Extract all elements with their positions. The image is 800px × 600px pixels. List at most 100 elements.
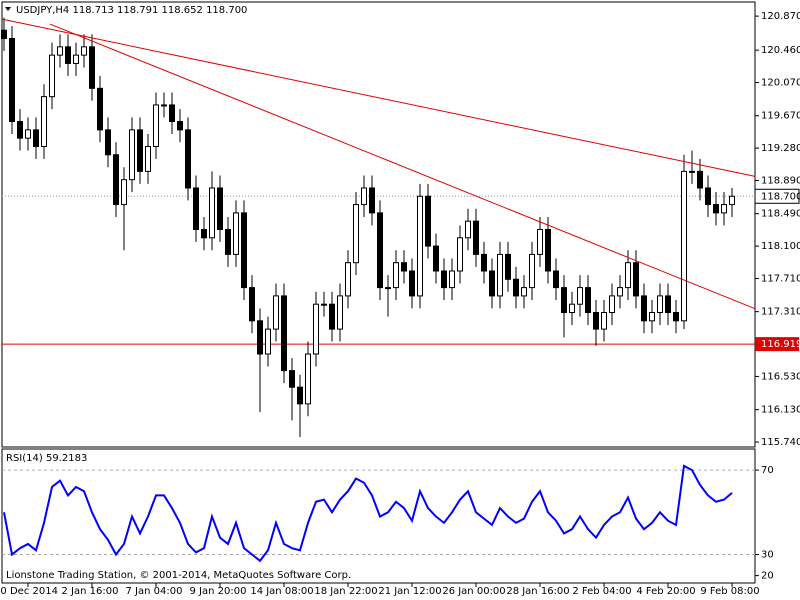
candle-body — [241, 212, 247, 289]
candle-body — [465, 220, 471, 239]
candle-body — [641, 295, 647, 322]
title-arrow — [5, 7, 11, 11]
candle-body — [585, 287, 591, 314]
candle-body — [209, 187, 215, 239]
rsi-tick-label: 20 — [761, 571, 774, 582]
rsi-title: RSI(14) 59.2183 — [6, 453, 87, 464]
x-tick-label: 7 Jan 04:00 — [126, 586, 183, 597]
price-pane — [1, 1, 756, 448]
y-tick-label: 118.490 — [761, 209, 800, 220]
candle-body — [649, 312, 655, 322]
y-tick-label: 117.310 — [761, 307, 800, 318]
candle-body — [81, 46, 87, 56]
candle-body — [689, 170, 695, 173]
candle-body — [1, 29, 7, 40]
rsi-tick-label: 30 — [761, 550, 774, 561]
candle-body — [25, 129, 31, 139]
y-tick-label: 117.710 — [761, 273, 800, 284]
candle-body — [273, 295, 279, 330]
candle-body — [297, 386, 303, 405]
candle-body — [489, 270, 495, 297]
candle-body — [521, 287, 527, 297]
trendline — [49, 23, 756, 310]
candle-body — [545, 228, 551, 272]
candle-body — [529, 253, 535, 289]
last-price-label: 118.700 — [761, 191, 800, 202]
candle-body — [321, 303, 327, 306]
candle-body — [441, 270, 447, 289]
candle-body — [681, 170, 687, 322]
candle-body — [665, 295, 671, 314]
candle-body — [329, 303, 335, 330]
y-tick-label: 118.100 — [761, 241, 800, 252]
candle-body — [569, 303, 575, 314]
candle-body — [233, 212, 239, 255]
candle-body — [457, 237, 463, 272]
support-box — [755, 337, 799, 352]
candle-body — [225, 228, 231, 255]
candle-body — [409, 270, 415, 297]
x-tick-label: 4 Feb 20:00 — [636, 586, 695, 597]
candle-body — [217, 187, 223, 230]
candle-body — [609, 295, 615, 314]
candle-body — [433, 245, 439, 272]
candle-body — [41, 96, 47, 147]
candle-body — [185, 129, 191, 189]
candle-body — [697, 170, 703, 189]
y-tick-label: 120.070 — [761, 78, 800, 89]
trendline — [1, 18, 756, 177]
candle-body — [177, 121, 183, 131]
candle-body — [617, 287, 623, 297]
candle-body — [705, 187, 711, 206]
candle-body — [249, 287, 255, 322]
candle-body — [113, 154, 119, 206]
rsi-pane — [1, 448, 756, 584]
y-tick-label: 120.870 — [761, 11, 800, 22]
x-tick-label: 2 Jan 16:00 — [62, 586, 119, 597]
chart-title: USDJPY,H4 118.713 118.791 118.652 118.70… — [16, 5, 247, 16]
candle-body — [449, 270, 455, 289]
candle-body — [313, 303, 319, 355]
y-tick-label: 118.890 — [761, 175, 800, 186]
candle-body — [401, 262, 407, 272]
candle-body — [385, 287, 391, 290]
x-tick-label: 9 Jan 20:00 — [190, 586, 247, 597]
y-tick-label: 120.460 — [761, 45, 800, 56]
candle-body — [289, 370, 295, 388]
candle-body — [73, 54, 79, 64]
candle-body — [129, 129, 135, 181]
candle-body — [513, 278, 519, 297]
rsi-tick-label: 70 — [761, 465, 774, 476]
candle-body — [161, 104, 167, 107]
candle-body — [281, 295, 287, 372]
candle-body — [721, 204, 727, 214]
candle-body — [505, 253, 511, 280]
candle-body — [369, 187, 375, 214]
candle-body — [417, 195, 423, 297]
candle-body — [561, 287, 567, 314]
candle-body — [633, 262, 639, 297]
candle-body — [145, 145, 151, 172]
x-tick-label: 2 Feb 04:00 — [572, 586, 631, 597]
candle-body — [49, 54, 55, 98]
candle-body — [337, 295, 343, 330]
candle-body — [673, 312, 679, 322]
candle-body — [201, 228, 207, 239]
candle-body — [657, 295, 663, 314]
candle-body — [121, 179, 127, 206]
candle-body — [33, 129, 39, 147]
candle-body — [497, 253, 503, 297]
candle-body — [105, 129, 111, 156]
y-tick-label: 115.740 — [761, 437, 800, 448]
candle-body — [601, 312, 607, 330]
candle-body — [553, 270, 559, 289]
x-tick-label: 9 Feb 08:00 — [700, 586, 759, 597]
candle-body — [265, 328, 271, 355]
y-tick-label: 119.280 — [761, 143, 800, 154]
candle-body — [89, 46, 95, 89]
last-price-box — [754, 188, 800, 204]
candle-body — [153, 104, 159, 147]
candle-body — [537, 228, 543, 255]
candle-body — [345, 262, 351, 297]
